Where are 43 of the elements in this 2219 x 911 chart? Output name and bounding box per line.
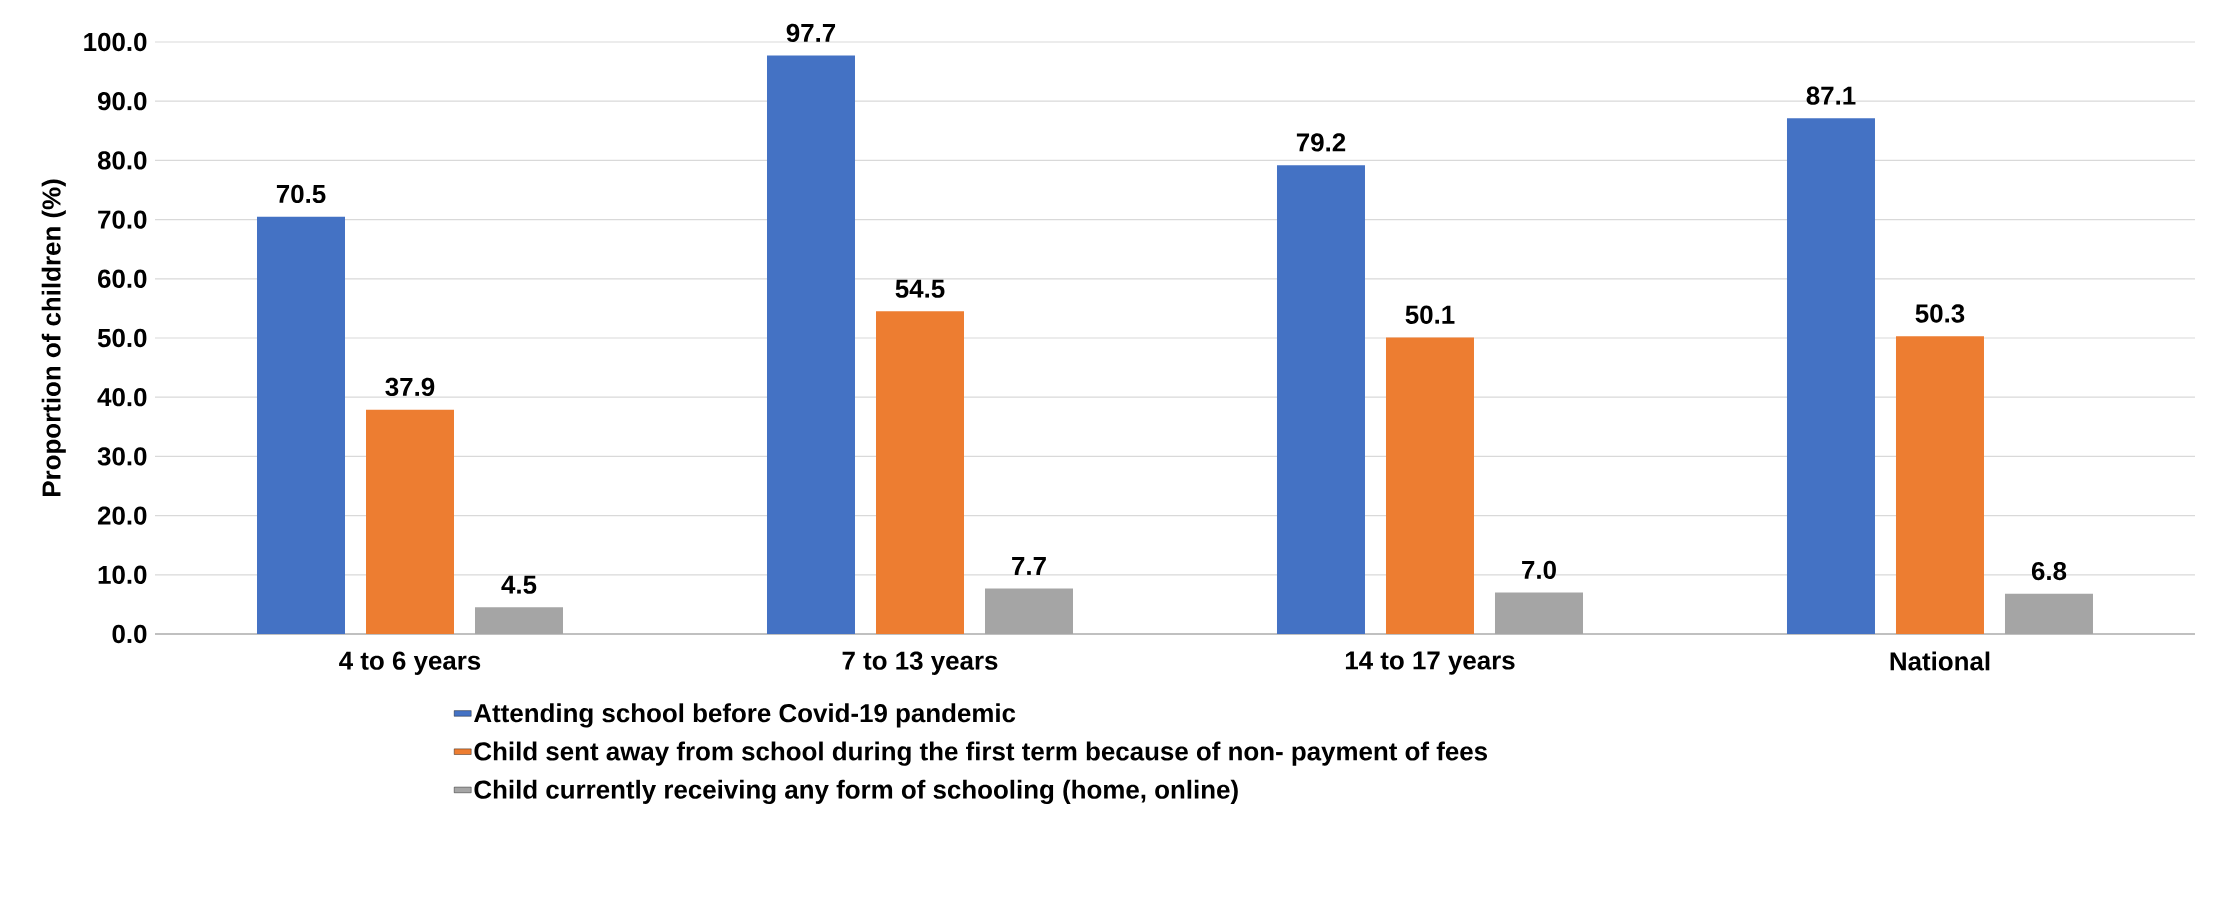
bar (985, 588, 1073, 634)
data-label: 54.5 (895, 279, 945, 298)
y-tick-label: 60.0 (98, 269, 147, 288)
data-label: 50.1 (1405, 305, 1455, 324)
y-tick-label: 20.0 (97, 506, 147, 525)
bar (1494, 592, 1583, 634)
bar (257, 216, 345, 634)
data-label: 6.8 (2031, 561, 2067, 581)
data-label: 7.7 (1012, 557, 1046, 575)
bar (766, 55, 855, 634)
legend-label: Attending school before Covid-19 pandemic (474, 703, 1016, 728)
legend-label: Child sent away from school during the first term because of non- payment of fees (474, 741, 1487, 766)
x-tick-label: National (1890, 651, 1990, 671)
y-tick-label: 50.0 (97, 328, 147, 348)
y-tick-label: 80.0 (97, 151, 147, 170)
data-label: 50.3 (1915, 304, 1965, 323)
legend-label: Child currently receiving any form of schooling (home, online) (474, 779, 1238, 805)
y-axis-title: Proportion of children (%) (41, 179, 66, 496)
x-tick-label: 7 to 13 years (842, 651, 998, 675)
data-label: 70.5 (276, 184, 326, 204)
data-label: 4.5 (501, 575, 537, 594)
y-tick-label: 70.0 (98, 210, 147, 229)
x-tick-label: 14 to 17 years (1345, 651, 1515, 675)
bar (876, 311, 964, 634)
bar (1895, 336, 1984, 634)
bar (2004, 593, 2093, 634)
data-label: 7.0 (1522, 560, 1556, 580)
data-label: 97.7 (786, 23, 836, 43)
y-tick-label: 100.0 (84, 32, 147, 52)
bar (1786, 118, 1875, 634)
y-tick-label: 0.0 (112, 624, 147, 644)
bar (1385, 337, 1474, 634)
y-tick-label: 90.0 (97, 92, 147, 111)
bar (366, 409, 454, 634)
bar (1276, 165, 1365, 634)
data-label: 87.1 (1806, 86, 1856, 105)
data-label: 79.2 (1296, 133, 1346, 152)
y-tick-label: 40.0 (97, 388, 147, 407)
y-tick-label: 10.0 (98, 565, 147, 584)
data-label: 37.9 (385, 377, 435, 397)
bar (475, 607, 563, 634)
y-tick-label: 30.0 (97, 447, 147, 466)
x-tick-label: 4 to 6 years (339, 651, 481, 675)
